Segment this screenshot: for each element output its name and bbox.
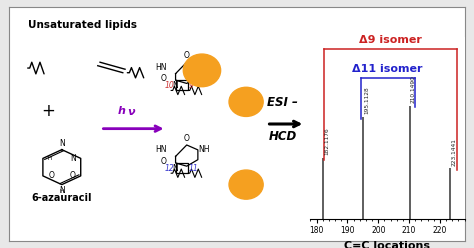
- Text: N: N: [71, 154, 76, 163]
- Text: Δ9 isomer: Δ9 isomer: [359, 35, 422, 45]
- Text: 12: 12: [164, 164, 174, 173]
- Ellipse shape: [183, 54, 220, 87]
- X-axis label: C=C locations: C=C locations: [345, 241, 430, 248]
- Text: N: N: [59, 139, 64, 149]
- Text: NH: NH: [198, 62, 210, 72]
- Text: 223.1441: 223.1441: [451, 138, 456, 165]
- Text: ν: ν: [127, 107, 135, 117]
- Text: N: N: [59, 186, 64, 195]
- Text: 10: 10: [164, 81, 174, 90]
- Text: O: O: [161, 157, 166, 166]
- Text: 9: 9: [189, 81, 194, 90]
- Text: h: h: [118, 106, 126, 116]
- Text: Unsaturated lipids: Unsaturated lipids: [27, 20, 137, 30]
- Text: H: H: [60, 189, 64, 194]
- Text: 6-azauracil: 6-azauracil: [32, 193, 92, 203]
- Ellipse shape: [229, 87, 263, 116]
- Text: HN: HN: [155, 62, 166, 72]
- Text: 195.1128: 195.1128: [365, 87, 370, 115]
- Text: O: O: [184, 51, 190, 60]
- Text: 210.1490: 210.1490: [411, 75, 416, 103]
- Text: ESI –: ESI –: [267, 96, 298, 109]
- Text: H: H: [47, 156, 52, 161]
- Text: O: O: [161, 74, 166, 83]
- Text: +: +: [41, 102, 55, 120]
- Text: Δ11 isomer: Δ11 isomer: [352, 64, 423, 74]
- Ellipse shape: [229, 170, 263, 199]
- Text: HN: HN: [155, 145, 166, 154]
- Text: 182.1176: 182.1176: [325, 128, 330, 155]
- Text: 11: 11: [189, 164, 199, 173]
- Text: O: O: [69, 171, 75, 180]
- Text: HCD: HCD: [268, 130, 297, 143]
- Text: N: N: [173, 82, 178, 91]
- Text: NH: NH: [198, 145, 210, 154]
- Text: O: O: [48, 171, 54, 180]
- Text: N: N: [173, 164, 178, 173]
- Text: O: O: [184, 133, 190, 143]
